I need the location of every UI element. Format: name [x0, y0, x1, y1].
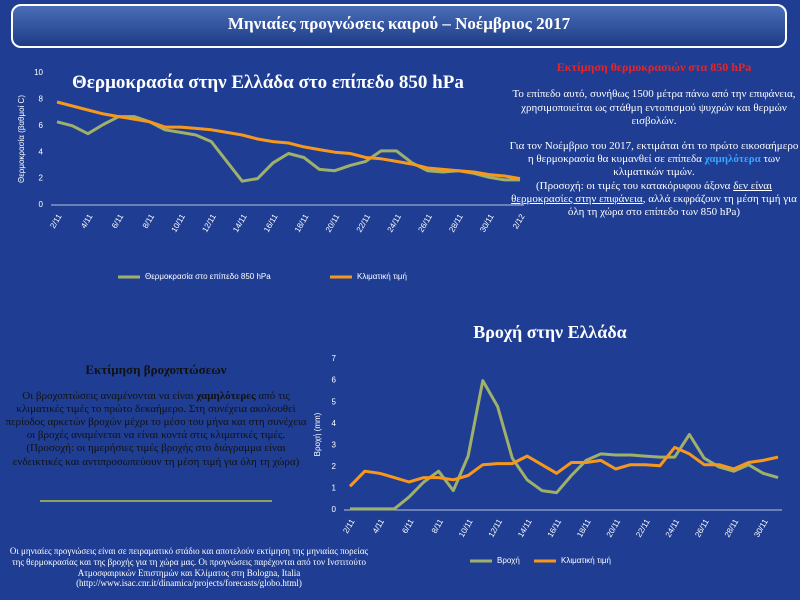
note-text: Οι βροχοπτώσεις αναμένονται να είναι χαμ… — [4, 390, 308, 443]
highlight: χαμηλότερα — [704, 153, 761, 166]
x-tick-label: 20/11 — [324, 212, 342, 234]
legend-label: Κλιματική τιμή — [561, 556, 611, 565]
x-tick-label: 18/11 — [293, 212, 311, 234]
y-tick-label: 6 — [39, 121, 44, 130]
highlight: χαμηλότερες — [196, 389, 256, 402]
x-tick-label: 16/11 — [262, 212, 280, 234]
title-banner — [11, 4, 787, 48]
y-tick-label: 4 — [39, 147, 44, 156]
x-tick-label: 24/11 — [664, 517, 682, 539]
series-line — [350, 379, 779, 511]
x-tick-label: 28/11 — [447, 212, 465, 234]
x-tick-label: 26/11 — [693, 517, 711, 539]
y-tick-label: 3 — [332, 440, 337, 449]
x-tick-label: 24/11 — [386, 212, 404, 234]
y-tick-label: 0 — [332, 505, 337, 514]
note-text: (Προσοχή: οι τιμές του κατακόρυφου άξονα… — [508, 180, 800, 220]
note-text: Για τον Νοέμβριο του 2017, εκτιμάται ότι… — [508, 140, 800, 180]
series-line — [56, 115, 520, 183]
x-tick-label: 12/11 — [200, 212, 218, 234]
x-tick-label: 4/11 — [371, 517, 387, 535]
note-title: Εκτίμηση βροχοπτώσεων — [85, 362, 227, 377]
legend-label: Κλιματική τιμή — [357, 272, 407, 281]
text: Οι βροχοπτώσεις αναμένονται να είναι — [22, 389, 197, 402]
y-tick-label: 8 — [39, 95, 44, 104]
x-tick-label: 22/11 — [355, 212, 373, 234]
legend-label: Βροχή — [497, 556, 520, 565]
y-tick-label: 10 — [34, 68, 43, 77]
text: από τις κλιματικές τιμές το πρώτο δεκαήμ… — [5, 389, 307, 442]
y-axis-label: Βροχή (mm) — [313, 412, 322, 456]
chart-title: Βροχή στην Ελλάδα — [473, 322, 627, 342]
y-axis-label: Θερμοκρασία (βαθμοί C) — [17, 95, 26, 183]
note-title: Εκτίμηση θερμοκρασιών στα 850 hPa — [556, 60, 752, 74]
y-tick-label: 4 — [332, 419, 337, 428]
temperature-note: Εκτίμηση θερμοκρασιών στα 850 hPa Το επί… — [508, 60, 800, 231]
x-tick-label: 10/11 — [170, 212, 188, 234]
x-tick-label: 10/11 — [457, 517, 475, 539]
x-tick-label: 16/11 — [546, 517, 564, 539]
x-tick-label: 6/11 — [110, 212, 126, 230]
y-tick-label: 7 — [332, 354, 337, 363]
x-tick-label: 18/11 — [575, 517, 593, 539]
x-tick-label: 6/11 — [400, 517, 416, 535]
page-title: Μηνιαίες προγνώσεις καιρού – Νοέμβριος 2… — [227, 14, 571, 33]
y-tick-label: 6 — [332, 376, 337, 385]
x-tick-label: 2/11 — [48, 212, 64, 230]
y-tick-label: 1 — [332, 484, 337, 493]
y-tick-label: 2 — [332, 462, 337, 471]
x-tick-label: 8/11 — [430, 517, 446, 535]
text: Για τον Νοέμβριο του 2017, εκτιμάται ότι… — [509, 139, 799, 166]
series-line — [56, 100, 521, 181]
x-tick-label: 28/11 — [723, 517, 741, 539]
x-tick-label: 4/11 — [79, 212, 95, 230]
series-line — [348, 445, 779, 488]
text: (Προσοχή: οι τιμές του κατακόρυφου άξονα — [535, 179, 734, 192]
legend-label: Θερμοκρασία στο επίπεδο 850 hPa — [145, 272, 271, 281]
x-tick-label: 14/11 — [231, 212, 249, 234]
text: , αλλά εκφράζουν τη μέση τιμή για όλη τη… — [567, 192, 797, 218]
x-tick-label: 14/11 — [516, 517, 534, 539]
underline: δεν είναι θερμοκρασίες στην επιφάνεια — [511, 179, 773, 205]
y-tick-label: 2 — [39, 174, 44, 183]
rain-note: Εκτίμηση βροχοπτώσεων Οι βροχοπτώσεις αν… — [4, 362, 308, 481]
x-tick-label: 26/11 — [416, 212, 434, 234]
x-tick-label: 30/11 — [478, 212, 496, 234]
text: των κλιματικών τιμών. — [613, 153, 781, 179]
y-tick-label: 0 — [39, 200, 44, 209]
x-tick-label: 22/11 — [634, 517, 652, 539]
x-tick-label: 8/11 — [141, 212, 157, 230]
footnote: Οι μηνιαίες προγνώσεις είναι σε πειραματ… — [9, 546, 369, 589]
x-tick-label: 20/11 — [605, 517, 623, 539]
x-tick-label: 30/11 — [752, 517, 770, 539]
chart-title: Θερμοκρασία στην Ελλάδα στο επίπεδο 850 … — [72, 72, 464, 93]
x-tick-label: 2/11 — [341, 517, 357, 535]
x-tick-label: 12/11 — [487, 517, 505, 539]
note-text: (Προσοχή: οι ημερήσιες τιμές βροχής στο … — [12, 442, 300, 468]
y-tick-label: 5 — [332, 397, 337, 406]
note-text: Το επίπεδο αυτό, συνήθως 1500 μέτρα πάνω… — [512, 88, 796, 127]
